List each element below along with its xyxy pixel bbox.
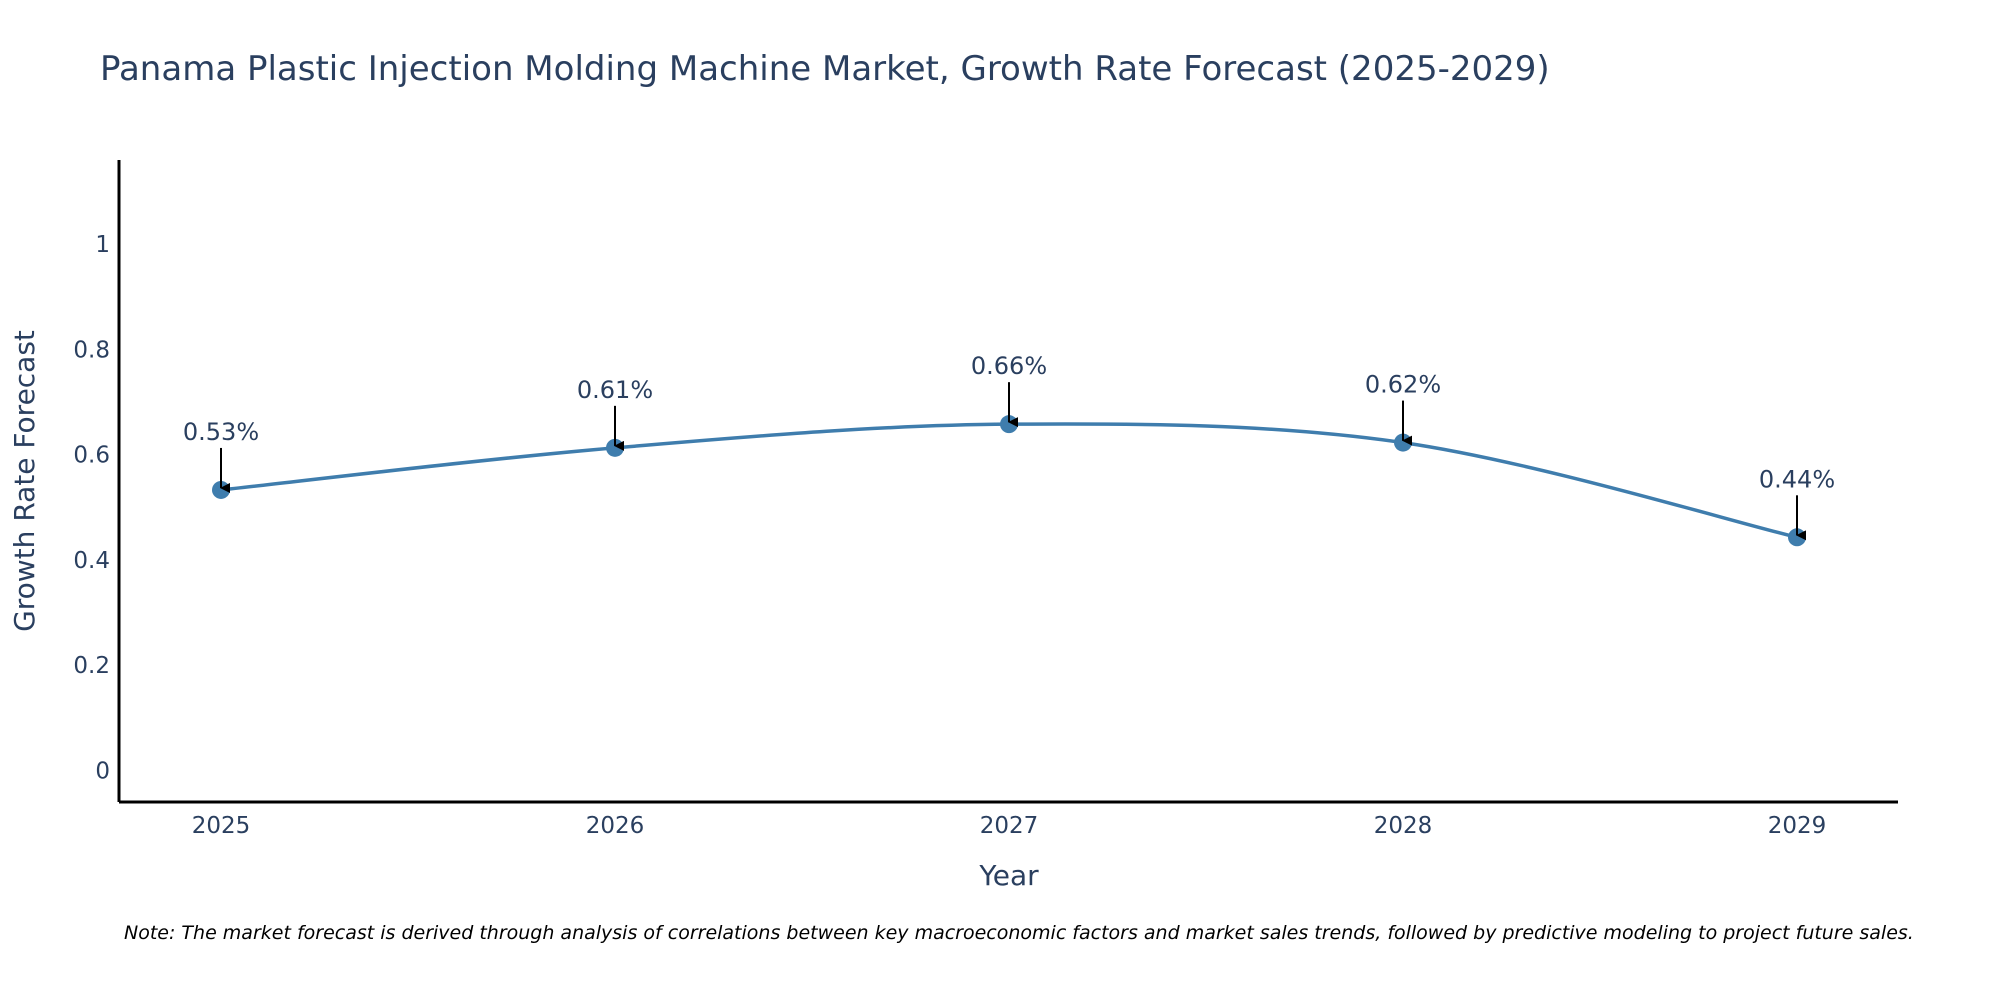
data-label: 0.61% [577,376,653,404]
y-tick-label: 0.8 [73,337,110,363]
x-tick-label: 2026 [586,813,645,839]
plot-area: 0.53% 0.61% 0.66% 0.62% 0.44% [183,352,1835,547]
y-tick-label: 0 [95,758,110,784]
x-axis-title: Year [978,859,1039,892]
data-label: 0.62% [1365,371,1441,399]
x-tick-label: 2025 [192,813,251,839]
chart-title: Panama Plastic Injection Molding Machine… [100,49,1550,89]
x-tick-label: 2028 [1374,813,1433,839]
x-tick-label: 2027 [980,813,1039,839]
data-label: 0.53% [183,418,259,446]
x-tick-label: 2029 [1768,813,1827,839]
data-label: 0.44% [1759,465,1835,493]
footnote: Note: The market forecast is derived thr… [124,922,1914,944]
series-line [220,422,1798,540]
y-axis-title: Growth Rate Forecast [8,330,41,632]
y-tick-label: 0.6 [73,443,110,469]
data-label: 0.66% [971,352,1047,380]
y-tick-label: 1 [95,232,110,258]
y-tick-label: 0.4 [73,548,110,574]
y-tick-label: 0.2 [73,653,110,679]
